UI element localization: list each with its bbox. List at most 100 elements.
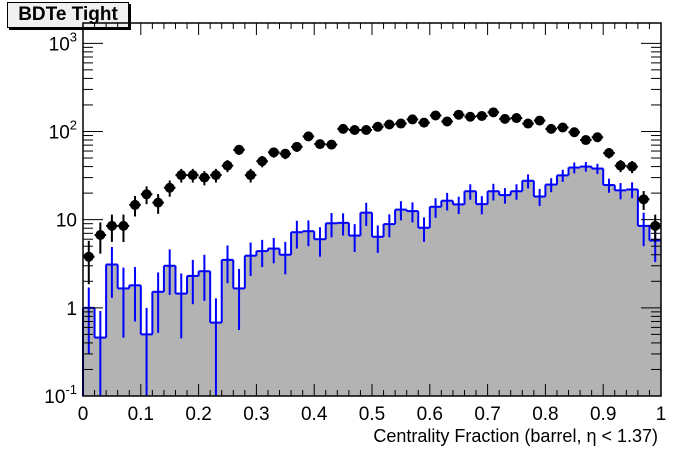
x-tick-label: 0.3: [243, 404, 269, 425]
data-point: [556, 122, 569, 133]
x-tick-label: 1: [656, 404, 667, 425]
data-point: [360, 124, 372, 135]
y-tick-label: 10-1: [44, 382, 77, 408]
data-marker: [465, 111, 476, 122]
data-marker: [430, 110, 441, 121]
data-marker: [164, 182, 175, 193]
data-marker: [395, 118, 406, 129]
data-marker: [384, 119, 395, 130]
data-point: [83, 240, 95, 285]
chart-title: BDTe Tight: [7, 2, 129, 28]
x-tick-label: 0.4: [301, 404, 328, 425]
data-point: [510, 113, 523, 124]
data-marker: [580, 135, 591, 146]
data-point: [325, 139, 338, 150]
data-point: [614, 160, 627, 173]
data-point: [302, 131, 315, 142]
mc-fill: [83, 166, 661, 396]
data-marker: [118, 220, 129, 231]
data-point: [487, 107, 500, 118]
data-marker: [557, 122, 568, 133]
data-point: [464, 111, 477, 122]
y-tick-label: 10: [56, 211, 77, 232]
data-point: [395, 118, 407, 129]
data-marker: [361, 124, 372, 135]
y-tick-label: 1: [66, 299, 77, 320]
x-tick-label: 0.1: [128, 404, 154, 425]
data-marker: [187, 170, 198, 181]
data-marker: [603, 148, 614, 159]
data-marker: [627, 161, 638, 172]
data-point: [476, 110, 488, 121]
data-marker: [407, 114, 418, 125]
x-tick-label: 0.8: [532, 404, 558, 425]
data-marker: [592, 132, 603, 143]
mc-histogram: [82, 162, 661, 396]
data-point: [441, 116, 453, 127]
data-point: [406, 114, 419, 125]
data-marker: [210, 170, 221, 181]
x-tick-label: 0: [78, 404, 89, 425]
y-tick-label: 103: [49, 29, 77, 55]
data-marker: [488, 107, 499, 118]
data-marker: [419, 117, 430, 128]
data-marker: [453, 109, 464, 120]
data-point: [314, 139, 326, 150]
data-point: [187, 168, 199, 183]
data-point: [117, 214, 130, 242]
data-point: [279, 148, 292, 160]
data-marker: [314, 139, 325, 150]
data-point: [94, 222, 107, 254]
data-marker: [176, 170, 187, 181]
data-point: [637, 191, 650, 210]
x-tick-label: 0.2: [185, 404, 211, 425]
data-marker: [268, 147, 279, 158]
data-point: [244, 168, 257, 183]
data-marker: [650, 220, 661, 231]
data-point: [418, 117, 430, 128]
data-point: [152, 193, 164, 214]
data-marker: [546, 123, 557, 134]
data-marker: [338, 123, 349, 134]
data-point: [591, 132, 604, 143]
data-marker: [130, 199, 141, 210]
data-point: [383, 119, 396, 130]
data-point: [522, 118, 534, 129]
data-point: [533, 115, 546, 126]
data-marker: [511, 113, 522, 124]
data-point: [140, 186, 153, 205]
data-point: [106, 214, 118, 242]
data-points: [83, 107, 661, 285]
data-point: [429, 110, 442, 121]
data-point: [129, 196, 141, 217]
data-marker: [106, 220, 117, 231]
data-point: [267, 147, 280, 158]
data-point: [198, 171, 211, 186]
data-marker: [291, 141, 302, 152]
data-point: [580, 135, 592, 146]
x-axis-title: Centrality Fraction (barrel, η < 1.37): [373, 426, 658, 446]
x-tick-label: 0.6: [417, 404, 443, 425]
data-marker: [199, 172, 210, 183]
axes: 0 0.1 0.2 0.3 0.4 0.5 0.6 0.7 0.8 0.9 1 10-1 1 10 102 1…: [44, 22, 667, 425]
data-marker: [499, 113, 510, 124]
data-point: [163, 180, 176, 197]
data-marker: [153, 197, 164, 208]
data-point: [568, 127, 581, 138]
data-marker: [326, 139, 337, 150]
data-marker: [83, 251, 94, 262]
data-point: [348, 124, 361, 135]
data-marker: [245, 170, 256, 181]
data-marker: [141, 189, 152, 200]
data-marker: [638, 194, 649, 205]
data-point: [499, 113, 511, 124]
data-marker: [222, 160, 233, 171]
data-point: [603, 148, 615, 159]
data-point: [452, 109, 465, 120]
data-marker: [234, 144, 245, 155]
data-marker: [569, 127, 580, 138]
data-point: [337, 123, 349, 134]
x-tick-label: 0.5: [359, 404, 385, 425]
data-marker: [349, 124, 360, 135]
